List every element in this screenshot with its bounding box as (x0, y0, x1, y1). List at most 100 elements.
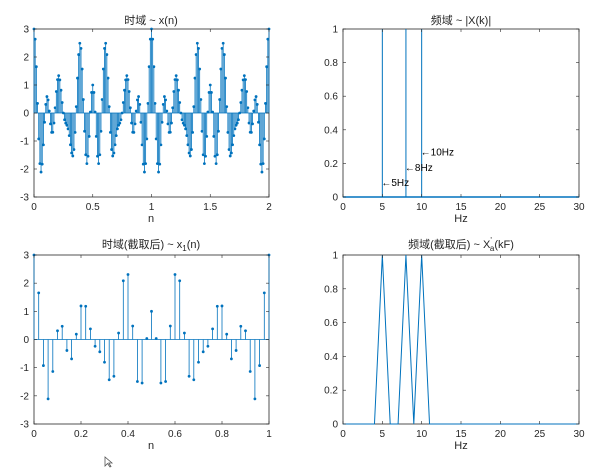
stem-marker (118, 122, 121, 125)
x-tick-label: 0 (31, 429, 37, 440)
stem-marker (202, 350, 205, 353)
stem-marker (145, 337, 148, 340)
stem-marker (144, 162, 147, 165)
stem-marker (51, 131, 54, 134)
stem-marker (221, 305, 224, 308)
y-tick-label: 0 (332, 420, 338, 431)
y-tick-label: 0.8 (324, 284, 338, 295)
stem-marker (136, 380, 139, 383)
stem-marker (174, 273, 177, 276)
x-tick-label: 15 (455, 202, 467, 213)
x-tick-label: 0 (340, 429, 346, 440)
stem-marker (215, 162, 218, 165)
stem-marker (43, 121, 46, 124)
stem-marker (120, 118, 123, 121)
stem-marker (37, 292, 40, 295)
y-tick-label: 0.6 (324, 318, 338, 329)
y-tick-label: 0 (332, 193, 338, 204)
stem-marker (85, 162, 88, 165)
stem-marker (111, 155, 114, 158)
stem-marker (244, 329, 247, 332)
stem-marker (224, 77, 227, 80)
stem-marker (163, 95, 166, 98)
y-tick-label: -1 (20, 363, 29, 374)
stem-marker (75, 333, 78, 336)
stem-marker (51, 370, 54, 373)
y-tick-label: 2 (23, 279, 29, 290)
stem-marker (191, 131, 194, 134)
time-domain-truncated-title-tail: (n) (187, 239, 200, 251)
x-tick-label: 1 (149, 202, 155, 213)
stem-marker (107, 77, 110, 80)
stem-marker (113, 152, 116, 155)
stem-marker (170, 122, 173, 125)
x-tick-label: 1 (266, 429, 272, 440)
stem-marker (47, 98, 50, 101)
stem-marker (262, 162, 265, 165)
stem-marker (169, 131, 172, 134)
stem-marker (188, 375, 191, 378)
stem-marker (60, 89, 63, 92)
stem-marker (73, 148, 76, 151)
stem-marker (105, 53, 108, 56)
x-tick-label: 0.5 (86, 202, 100, 213)
y-tick-label: -2 (20, 391, 29, 402)
x-tick-label: 0.4 (121, 429, 135, 440)
stem-marker (42, 364, 45, 367)
stem-marker (203, 162, 206, 165)
x-tick-label: 0.2 (74, 429, 88, 440)
stem-marker (164, 380, 167, 383)
y-tick-label: 0.2 (324, 386, 338, 397)
stem-marker (91, 84, 94, 87)
y-tick-label: -2 (20, 165, 29, 176)
stem-marker (256, 103, 259, 106)
stem-marker (210, 91, 213, 94)
stem-marker (176, 79, 179, 82)
stem-marker (36, 102, 39, 105)
x-tick-label: 30 (573, 429, 585, 440)
stem-marker (82, 98, 85, 101)
stem-marker (222, 42, 225, 45)
stem-marker (165, 110, 168, 113)
stem-marker (164, 98, 167, 101)
x-tick-label: 20 (495, 202, 507, 213)
stem-marker (178, 279, 181, 282)
stem-marker (246, 106, 249, 109)
x-tick-label: 0.6 (168, 429, 182, 440)
stem-marker (108, 105, 111, 108)
stem-marker (71, 155, 74, 158)
stem-marker (47, 398, 50, 401)
y-tick-label: 1 (332, 251, 338, 262)
stem-marker (192, 378, 195, 381)
x-tick-label: 5 (380, 429, 386, 440)
stem-marker (116, 127, 119, 130)
stem-marker (250, 131, 253, 134)
x-tick-label: 25 (534, 202, 546, 213)
y-tick-label: 0 (23, 335, 29, 346)
stem-marker (152, 65, 155, 68)
stem-marker (113, 375, 116, 378)
stem-marker (150, 310, 153, 313)
stem-marker (93, 91, 96, 94)
stem-marker (235, 349, 238, 352)
x-tick-label: 10 (416, 429, 428, 440)
stem-marker (263, 292, 266, 295)
stem-marker (225, 105, 228, 108)
stem-marker (211, 328, 214, 331)
stem-marker (80, 47, 83, 50)
stem-marker (243, 74, 246, 77)
x-tick-label: 20 (495, 429, 507, 440)
frequency-annotation: ←10Hz (421, 148, 454, 159)
y-tick-label: -3 (20, 193, 29, 204)
y-tick-label: -1 (20, 137, 29, 148)
stem-marker (217, 130, 220, 133)
stem-marker (94, 111, 97, 114)
stem-marker (42, 143, 45, 146)
freq-domain-full-title: 频域 ~ |X(k)| (431, 13, 491, 27)
freq-domain-truncated-title-tail: (kF) (494, 239, 514, 251)
stem-marker (160, 143, 163, 146)
stem-marker (160, 382, 163, 385)
stem-marker (234, 127, 237, 130)
